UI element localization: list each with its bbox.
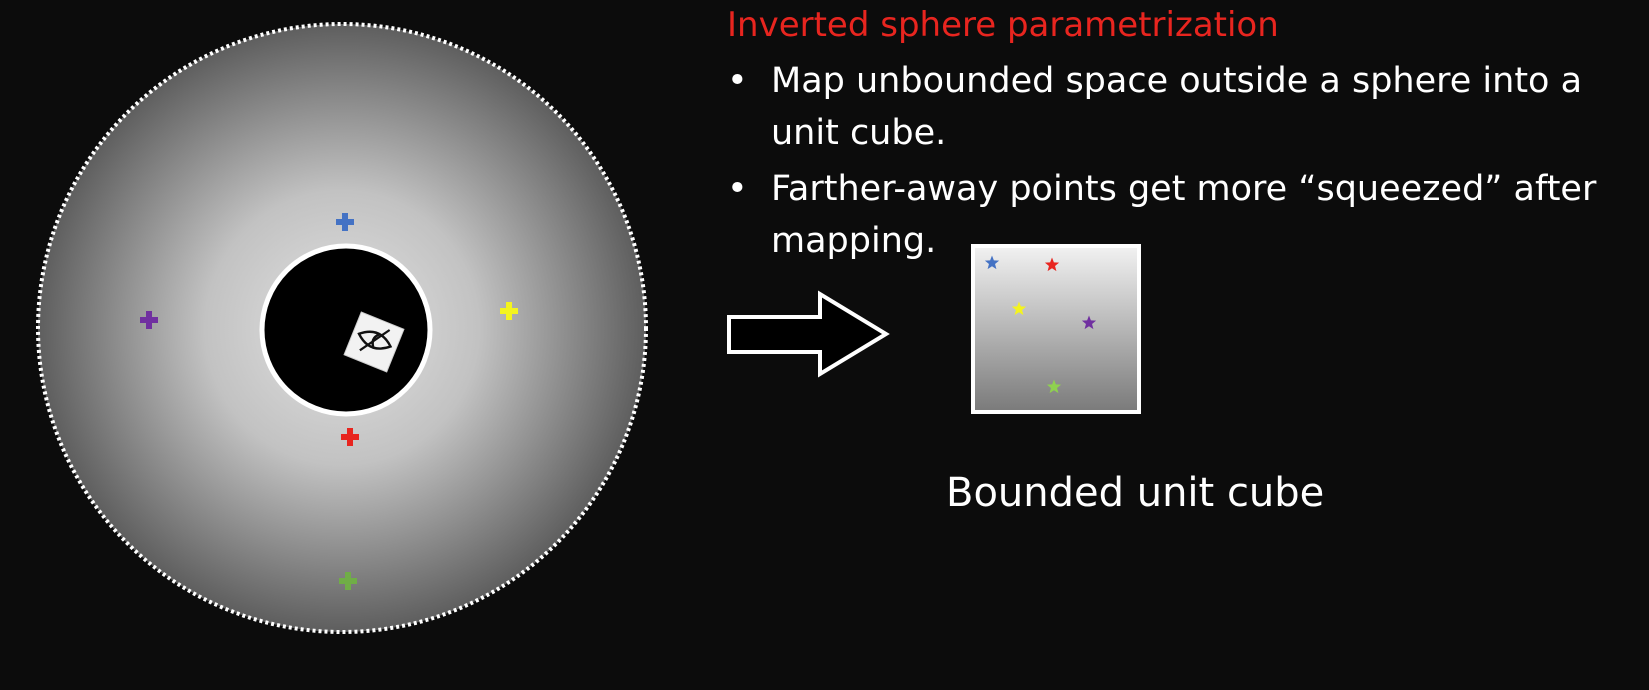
red-cross-marker <box>341 428 359 446</box>
bullet-text: Farther-away points get more “squeezed” … <box>771 169 1597 261</box>
inner-sphere <box>259 243 433 417</box>
bullet-marker: • <box>727 169 748 209</box>
right-arrow-icon <box>727 290 890 378</box>
green-star-marker <box>1046 379 1062 394</box>
bullet-item: • Farther-away points get more “squeezed… <box>727 163 1637 267</box>
red-star-marker <box>1044 257 1060 272</box>
green-cross-marker <box>339 572 357 590</box>
bullet-item: • Map unbounded space outside a sphere i… <box>727 55 1637 159</box>
unit-cube <box>971 244 1141 414</box>
yellow-cross-marker <box>500 302 518 320</box>
yellow-star-marker <box>1011 301 1027 316</box>
purple-cross-marker <box>140 311 158 329</box>
bullet-text: Map unbounded space outside a sphere int… <box>771 61 1583 153</box>
slide-heading: Inverted sphere parametrization <box>727 5 1279 45</box>
outer-sphere-dotted-border <box>36 22 648 634</box>
eye-camera-icon <box>343 311 405 373</box>
purple-star-marker <box>1081 315 1097 330</box>
cube-caption: Bounded unit cube <box>946 470 1325 516</box>
blue-cross-marker <box>336 213 354 231</box>
bullet-marker: • <box>727 61 748 101</box>
blue-star-marker <box>984 255 1000 270</box>
